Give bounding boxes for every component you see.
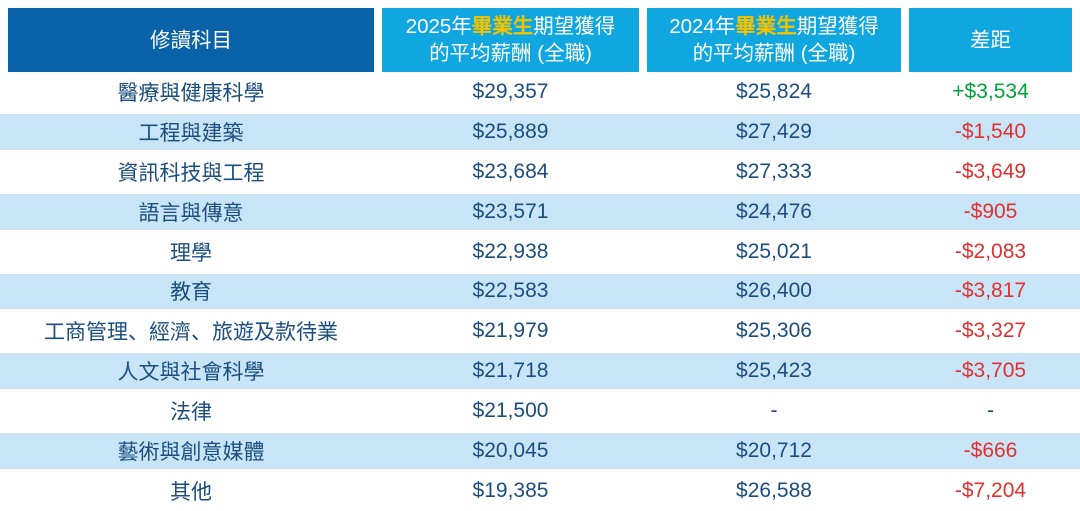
salary-2024-cell: $26,400 <box>736 279 812 303</box>
table-row: 教育 $22,583 $26,400 -$3,817 <box>0 271 1080 312</box>
header-row: 修讀科目 2025年畢業生期望獲得 的平均薪酬 (全職) 2024年畢業生期望獲… <box>0 0 1080 72</box>
col-header-2024-line2: 的平均薪酬 (全職) <box>692 42 856 65</box>
salary-2024-cell: $25,306 <box>736 319 812 343</box>
table-row: 醫療與健康科學 $29,357 $25,824 +$3,534 <box>0 72 1080 112</box>
subject-cell: 藝術與創意媒體 <box>117 441 265 465</box>
col-header-diff-label: 差距 <box>970 28 1011 52</box>
salary-2025-cell: $21,500 <box>472 399 549 423</box>
diff-cell: +$3,534 <box>952 79 1029 103</box>
salary-2024-cell: $25,423 <box>736 359 812 383</box>
salary-2025-cell: $29,357 <box>472 79 549 103</box>
diff-cell: -$905 <box>963 199 1018 223</box>
col-header-subject-label: 修讀科目 <box>150 28 232 52</box>
table-row: 語言與傳意 $23,571 $24,476 -$905 <box>0 191 1080 232</box>
diff-cell: - <box>987 399 994 423</box>
diff-cell: -$3,705 <box>954 359 1027 383</box>
col-header-2025: 2025年畢業生期望獲得 的平均薪酬 (全職) <box>382 8 639 72</box>
expect-text-2025: 期望獲得 <box>533 15 616 38</box>
col-header-2025-line2: 的平均薪酬 (全職) <box>429 42 592 65</box>
col-header-2025-line1: 2025年畢業生期望獲得 <box>406 13 616 40</box>
table-row: 工程與建築 $25,889 $27,429 -$1,540 <box>0 111 1080 152</box>
diff-cell: -$666 <box>963 439 1018 463</box>
salary-2025-cell: $25,889 <box>472 119 549 143</box>
year-2024-text: 2024年 <box>669 15 736 38</box>
salary-2024-cell: $27,429 <box>736 119 812 143</box>
salary-2024-cell: $27,333 <box>736 159 812 183</box>
table-row: 法律 $21,500 - - <box>0 391 1080 431</box>
diff-cell: -$3,649 <box>954 159 1027 183</box>
subject-cell: 其他 <box>170 481 212 505</box>
table-row: 理學 $22,938 $25,021 -$2,083 <box>0 232 1080 272</box>
salary-2024-cell: $25,021 <box>736 239 812 263</box>
table-row: 資訊科技與工程 $23,684 $27,333 -$3,649 <box>0 152 1080 192</box>
subject-cell: 資訊科技與工程 <box>117 161 265 185</box>
col-header-2024: 2024年畢業生期望獲得 的平均薪酬 (全職) <box>647 8 901 72</box>
diff-cell: -$3,817 <box>954 279 1027 303</box>
col-header-diff: 差距 <box>909 8 1072 72</box>
subject-cell: 醫療與健康科學 <box>117 81 265 105</box>
salary-2025-cell: $21,979 <box>472 319 549 343</box>
salary-2025-cell: $22,938 <box>472 239 549 263</box>
table-row: 其他 $19,385 $26,588 -$7,204 <box>0 471 1080 511</box>
salary-2025-cell: $22,583 <box>472 279 549 303</box>
diff-cell: -$7,204 <box>954 479 1027 503</box>
subject-cell: 工程與建築 <box>138 121 244 145</box>
diff-cell: -$2,083 <box>954 239 1027 263</box>
table-row: 藝術與創意媒體 $20,045 $20,712 -$666 <box>0 431 1080 472</box>
subject-cell: 教育 <box>170 281 212 305</box>
table-row: 工商管理、經濟、旅遊及款待業 $21,979 $25,306 -$3,327 <box>0 311 1080 351</box>
table-row: 人文與社會科學 $21,718 $25,423 -$3,705 <box>0 351 1080 392</box>
col-header-2024-line1: 2024年畢業生期望獲得 <box>669 13 879 40</box>
salary-2024-cell: $26,588 <box>736 479 812 503</box>
salary-2024-cell: - <box>770 399 778 423</box>
salary-2024-cell: $24,476 <box>736 199 812 223</box>
highlight-graduates-2024: 畢業生 <box>735 15 797 38</box>
salary-2025-cell: $23,571 <box>472 199 549 223</box>
salary-2024-cell: $20,712 <box>736 439 812 463</box>
table-body: 醫療與健康科學 $29,357 $25,824 +$3,534 工程與建築 $2… <box>0 72 1080 511</box>
subject-cell: 人文與社會科學 <box>117 361 265 385</box>
diff-cell: -$3,327 <box>954 319 1027 343</box>
subject-cell: 理學 <box>170 241 212 265</box>
subject-cell: 法律 <box>170 401 212 425</box>
subject-cell: 工商管理、經濟、旅遊及款待業 <box>44 321 338 345</box>
salary-2024-cell: $25,824 <box>736 79 812 103</box>
salary-2025-cell: $19,385 <box>472 479 549 503</box>
diff-cell: -$1,540 <box>954 119 1027 143</box>
expect-text-2024: 期望獲得 <box>796 15 879 38</box>
highlight-graduates-2025: 畢業生 <box>471 15 534 38</box>
salary-2025-cell: $23,684 <box>472 159 549 183</box>
col-header-subject: 修讀科目 <box>8 8 374 72</box>
salary-2025-cell: $20,045 <box>472 439 549 463</box>
year-2025-text: 2025年 <box>405 15 472 38</box>
subject-cell: 語言與傳意 <box>138 201 244 225</box>
salary-2025-cell: $21,718 <box>472 359 549 383</box>
